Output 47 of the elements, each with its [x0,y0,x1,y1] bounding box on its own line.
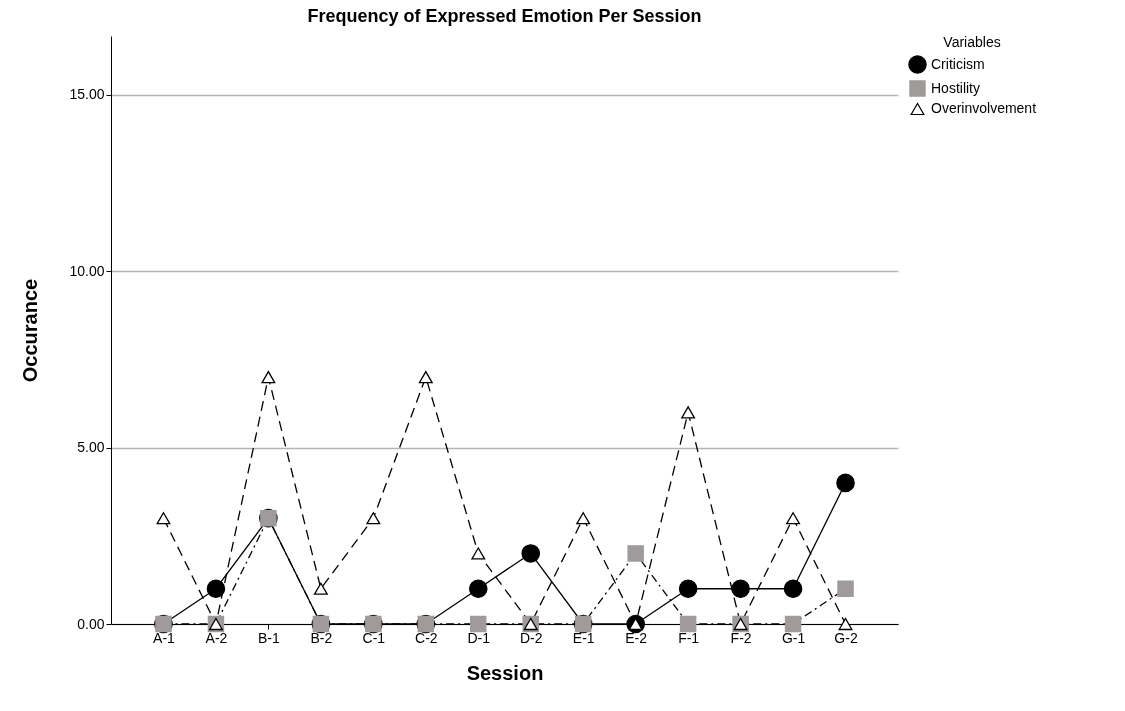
legend-label: Hostility [931,79,981,96]
x-tick-label: F-1 [678,629,700,646]
point [838,617,853,631]
legend-title: Variables [943,34,1001,50]
x-tick-label: B-1 [258,629,280,646]
x-tick-label: G-2 [834,629,858,646]
point [836,473,855,493]
point [156,512,171,525]
x-axis-title: Session [466,661,544,684]
x-tick-label: F-2 [730,629,752,646]
x-tick-label: E-2 [625,629,648,646]
x-tick-label: G-1 [781,629,806,646]
x-tick-label: C-2 [415,629,438,646]
point [366,512,381,525]
y-tick-label: 5.00 [77,439,105,456]
point [471,547,486,560]
point [576,512,591,525]
y-axis-title: Occurance [19,278,42,383]
y-tick-label: 10.00 [69,262,105,279]
point [678,579,698,599]
x-tick-label: C-1 [362,629,386,646]
legend-label: Criticism [931,55,985,72]
y-tick-label: 15.00 [69,86,105,103]
point [731,579,750,599]
point [837,580,854,597]
x-tick-label: E-1 [572,629,595,646]
y-tick-label: 0.00 [77,615,105,632]
point [679,615,697,633]
x-tick-label: D-2 [519,629,543,646]
point [313,582,328,595]
point [206,579,226,599]
point [784,615,802,633]
point [786,512,801,525]
point [783,579,803,599]
x-tick-label: D-1 [467,629,491,646]
legend-label: Overinvolvement [931,100,1037,116]
point [627,545,644,562]
x-tick-label: A-1 [153,629,176,646]
point [521,544,541,563]
x-tick-label: B-2 [310,629,333,646]
x-tick-label: A-2 [205,629,228,646]
point [261,370,276,384]
point [470,615,487,633]
point [681,406,696,419]
point [418,370,433,384]
point [468,579,488,599]
chart-title: Frequency of Expressed Emotion Per Session [307,6,702,26]
